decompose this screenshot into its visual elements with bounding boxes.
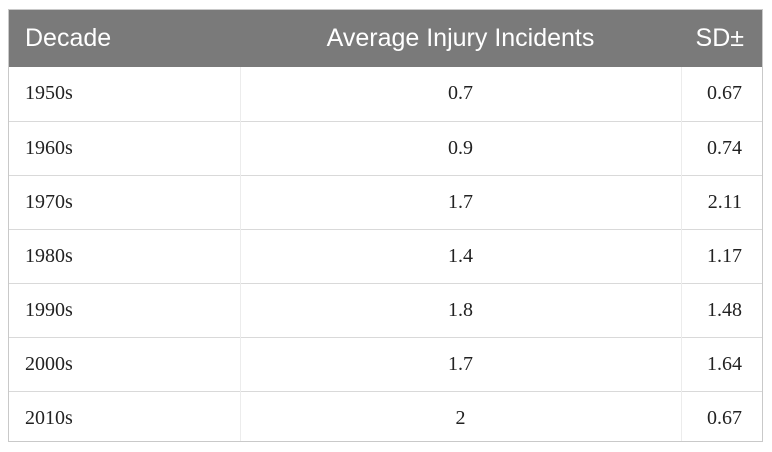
cell-decade: 1950s — [9, 67, 241, 121]
cell-sd: 1.48 — [681, 282, 762, 337]
header-average-injury-incidents: Average Injury Incidents — [326, 24, 595, 52]
table-row: 2000s 1.7 1.64 — [9, 336, 762, 391]
cell-average: 0.7 — [240, 67, 682, 121]
cell-sd: 0.67 — [707, 82, 742, 105]
cell-sd: 1.64 — [681, 336, 762, 391]
cell-decade: 1960s — [9, 120, 241, 175]
header-sd: SD± — [695, 24, 744, 52]
cell-decade: 1970s — [9, 174, 241, 229]
table-row: 1970s 1.7 2.11 — [9, 174, 762, 229]
injury-incidents-table: Decade Average Injury Incidents SD± 1950… — [9, 10, 762, 441]
header-decade: Decade — [25, 24, 112, 52]
cell-sd: 0.74 — [681, 120, 762, 175]
cell-sd: 2.11 — [681, 174, 762, 229]
table-row: 1960s 0.9 0.74 — [9, 120, 762, 175]
cell-average: 1.4 — [240, 228, 682, 283]
data-table-frame: Decade Average Injury Incidents SD± 1950… — [8, 9, 763, 442]
cell-decade: 1990s — [9, 282, 241, 337]
table-row: 1950s 0.7 0.67 — [9, 67, 762, 121]
table-row: 2010s 2 0.67 — [9, 390, 762, 441]
cell-decade: 2000s — [9, 336, 241, 391]
cell-average: 2 — [240, 390, 682, 441]
cell-sd: 0.67 — [681, 390, 762, 441]
cell-decade: 2010s — [9, 390, 241, 441]
cell-average: 1.7 — [240, 174, 682, 229]
header-row: Decade Average Injury Incidents SD± — [9, 10, 762, 67]
cell-average: 0.9 — [240, 120, 682, 175]
cell-sd: 1.17 — [681, 228, 762, 283]
table-row: 1980s 1.4 1.17 — [9, 228, 762, 283]
table-row: 1990s 1.8 1.48 — [9, 282, 762, 337]
table-body: 1950s 0.7 0.67 1960s 0.9 0.74 1970s 1.7 … — [9, 67, 762, 441]
cell-average: 1.8 — [240, 282, 682, 337]
table-header: Decade Average Injury Incidents SD± — [9, 10, 762, 67]
cell-decade: 1980s — [9, 228, 241, 283]
cell-average: 1.7 — [240, 336, 682, 391]
